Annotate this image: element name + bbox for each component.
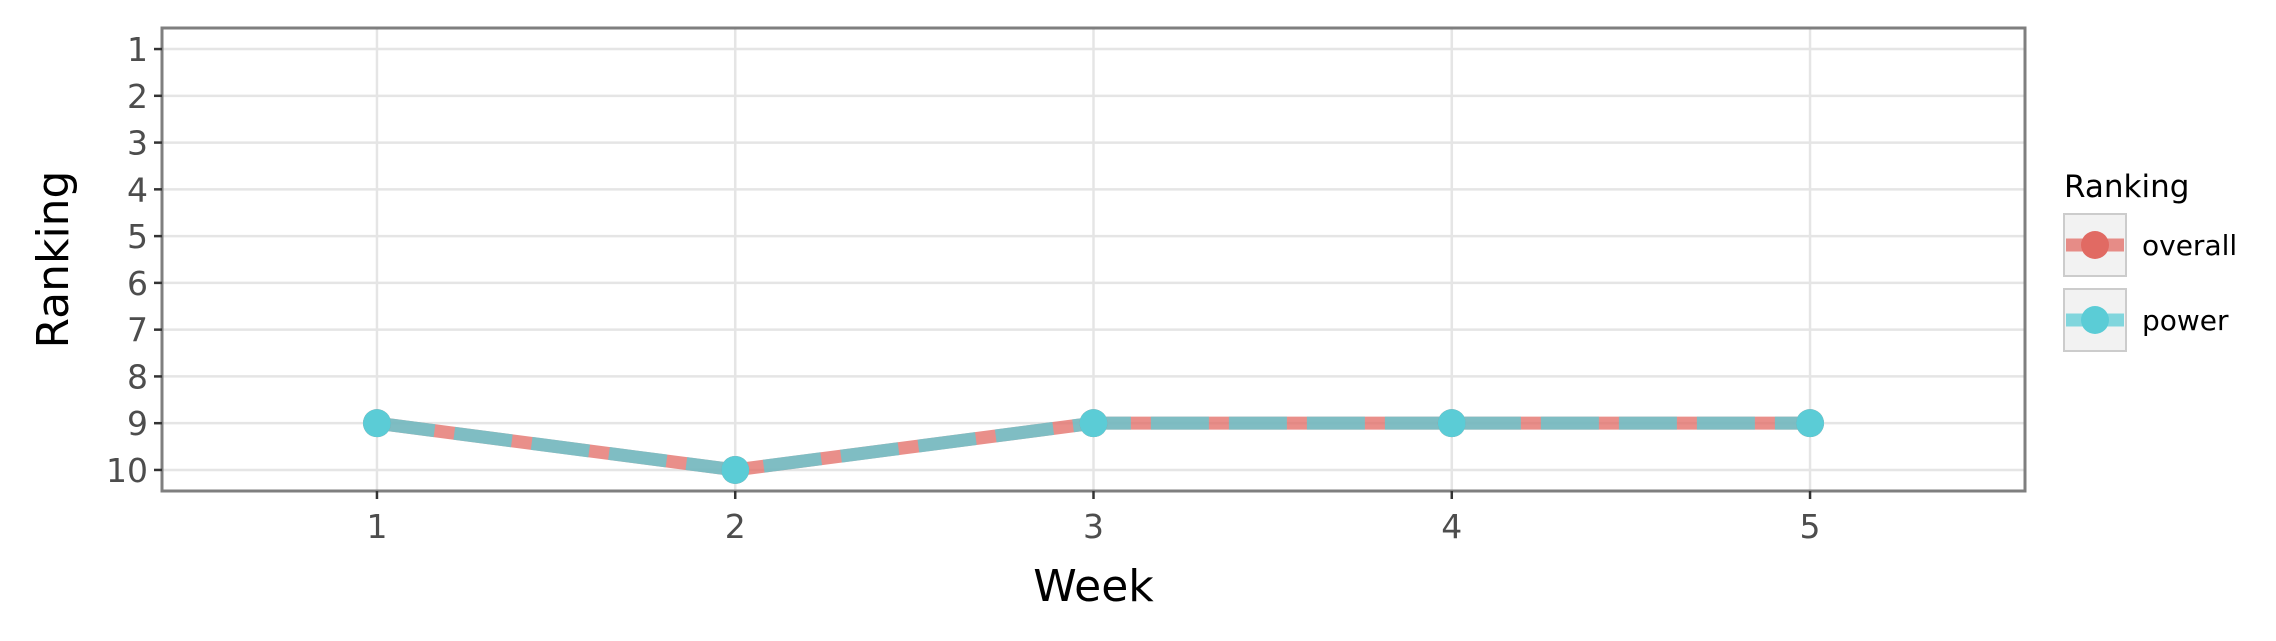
legend: Ranking overall power bbox=[2063, 169, 2237, 352]
y-axis-title: Ranking bbox=[28, 171, 79, 349]
y-tick-label: 2 bbox=[127, 77, 148, 116]
x-tick-label: 3 bbox=[1083, 507, 1104, 546]
legend-point-power bbox=[2081, 306, 2109, 334]
series-point-power bbox=[721, 455, 750, 484]
x-tick-label: 4 bbox=[1441, 507, 1462, 546]
series-point-power bbox=[1079, 409, 1108, 438]
y-axis-ticks: 1 2 3 4 5 6 7 8 9 10 bbox=[106, 30, 162, 490]
x-tick-label: 5 bbox=[1800, 507, 1821, 546]
y-tick-label: 6 bbox=[127, 264, 148, 303]
legend-title: Ranking bbox=[2064, 169, 2189, 205]
series-point-power bbox=[362, 409, 391, 438]
y-tick-label: 1 bbox=[127, 30, 148, 69]
y-tick-label: 7 bbox=[127, 311, 148, 350]
series-point-power bbox=[1796, 409, 1825, 438]
x-tick-label: 1 bbox=[366, 507, 387, 546]
y-tick-label: 8 bbox=[127, 357, 148, 396]
x-axis-ticks: 1 2 3 4 5 bbox=[366, 491, 1821, 546]
y-tick-label: 10 bbox=[106, 451, 148, 490]
x-tick-label: 2 bbox=[725, 507, 746, 546]
x-axis-title: Week bbox=[1033, 561, 1154, 612]
legend-point-overall bbox=[2081, 231, 2109, 259]
legend-label-power: power bbox=[2142, 304, 2229, 337]
y-tick-label: 5 bbox=[127, 217, 148, 256]
y-tick-label: 3 bbox=[127, 124, 148, 163]
y-tick-label: 4 bbox=[127, 170, 148, 209]
y-tick-label: 9 bbox=[127, 404, 148, 443]
series-points bbox=[362, 409, 1825, 484]
legend-label-overall: overall bbox=[2142, 229, 2237, 262]
series-point-power bbox=[1437, 409, 1466, 438]
